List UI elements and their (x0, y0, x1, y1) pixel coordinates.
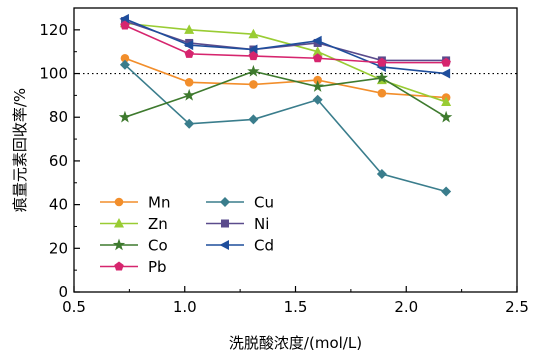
legend-marker (114, 261, 124, 271)
legend-marker (114, 197, 124, 207)
x-tick-label: 1.0 (173, 298, 197, 316)
x-axis-title: 洗脱酸浓度/(mol/L) (229, 334, 362, 352)
legend-item-pb: Pb (100, 258, 167, 276)
data-point-cu (248, 114, 259, 125)
series-co (118, 64, 453, 123)
legend-label: Co (148, 237, 168, 255)
x-tick-label: 1.5 (284, 298, 308, 316)
legend-label: Cd (254, 237, 274, 255)
data-point-cd (247, 44, 258, 55)
x-tick-label: 2.0 (394, 298, 418, 316)
legend-item-co: Co (100, 237, 168, 255)
data-point-co (118, 110, 132, 123)
axis-layer: 0.5 1.0 1.5 2.0 2.5 0 20 40 60 80 100 120 (39, 7, 529, 316)
data-point-cd (119, 13, 129, 24)
series-line-ni (124, 20, 447, 62)
legend-label: Ni (254, 215, 269, 233)
data-point-co (247, 64, 260, 77)
legend-label: Pb (148, 258, 167, 276)
data-point-co (311, 80, 324, 92)
y-tick-label: 100 (39, 65, 68, 83)
data-point-cu (184, 118, 195, 129)
y-tick-label: 40 (49, 196, 68, 214)
series-line-cd (124, 18, 447, 75)
series-pb (120, 20, 451, 67)
legend-item-zn: Zn (100, 215, 168, 233)
series-cd (119, 13, 451, 79)
data-point-cd (440, 68, 451, 79)
series-line-cu (124, 64, 447, 193)
x-tick-label: 0.5 (62, 298, 86, 316)
series-line-pb (124, 24, 447, 64)
data-point-cu (441, 186, 452, 197)
data-point-zn (441, 96, 452, 106)
legend-item-ni: Ni (206, 215, 269, 233)
data-point-cu (376, 169, 387, 180)
data-point-pb (441, 57, 451, 67)
y-tick-label: 60 (49, 152, 68, 170)
data-point-pb (312, 53, 323, 63)
legend-marker (220, 197, 230, 207)
series-cu (119, 59, 452, 197)
data-point-zn (248, 28, 259, 39)
legend-label: Cu (254, 194, 274, 212)
data-point-mn (377, 88, 387, 98)
y-tick-label: 80 (49, 108, 68, 126)
data-point-cu (119, 59, 130, 70)
y-tick-label: 20 (49, 239, 68, 257)
data-point-mn (120, 53, 130, 63)
legend: Mn Cu Zn Ni Co Cd Pb (100, 194, 274, 276)
data-point-zn (312, 46, 323, 56)
legend-marker (112, 238, 126, 251)
data-point-pb (248, 51, 259, 61)
data-point-zn (184, 24, 195, 34)
legend-marker (219, 240, 229, 250)
legend-label: Mn (148, 194, 170, 212)
y-tick-label: 120 (39, 21, 68, 39)
data-point-co (183, 88, 196, 101)
data-point-co (439, 110, 453, 123)
y-tick-label: 0 (58, 283, 68, 301)
data-point-cd (312, 35, 322, 46)
data-point-cd (183, 40, 194, 51)
legend-label: Zn (148, 215, 168, 233)
data-point-co (375, 71, 389, 84)
plot-frame (73, 7, 518, 293)
x-tick-label: 2.5 (505, 298, 529, 316)
y-axis-title: 痕量元素回收率/% (11, 88, 29, 212)
data-point-mn (249, 80, 258, 89)
data-point-mn (313, 75, 322, 85)
legend-item-cd: Cd (206, 237, 274, 255)
series-line-co (124, 70, 447, 118)
series-line-mn (124, 57, 447, 99)
data-point-cu (312, 94, 323, 105)
legend-marker (114, 218, 124, 228)
legend-marker (221, 219, 229, 228)
data-point-pb (377, 57, 387, 67)
legend-item-cu: Cu (206, 194, 274, 212)
legend-item-mn: Mn (100, 194, 170, 212)
data-point-pb (120, 20, 130, 30)
data-point-pb (184, 48, 194, 58)
series-layer (118, 13, 453, 197)
data-point-mn (184, 77, 194, 87)
